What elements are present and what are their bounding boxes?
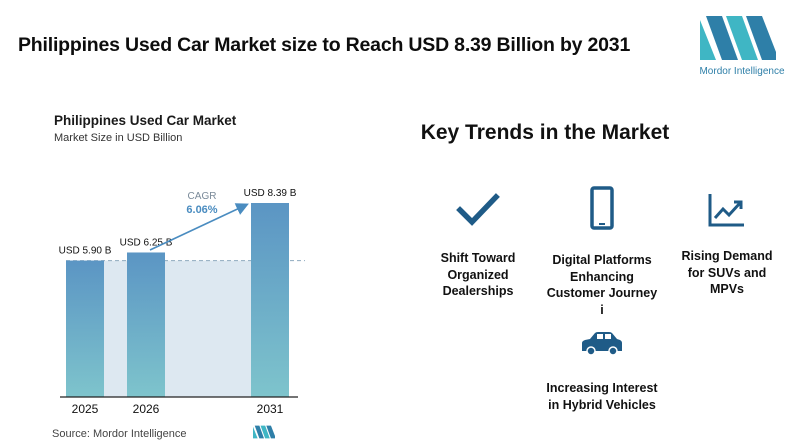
- cagr-label: CAGR: [188, 191, 217, 202]
- cagr-arrow: [149, 203, 249, 251]
- x-tick-label: 2031: [257, 402, 284, 416]
- headline: Philippines Used Car Market size to Reac…: [18, 34, 631, 56]
- data-label-2031: USD 8.39 B: [244, 188, 297, 199]
- source-logo-icon: [253, 425, 275, 439]
- source-text: Source: Mordor Intelligence: [52, 428, 187, 440]
- smartphone-icon: [590, 186, 614, 230]
- data-label-2026: USD 6.25 B: [120, 237, 173, 248]
- trend-label: Rising Demand for SUVs and MPVs: [681, 249, 773, 296]
- x-tick-label: 2025: [72, 402, 99, 416]
- trend-label: Digital Platforms Enhancing Customer Jou…: [546, 253, 658, 317]
- cagr-value: 6.06%: [186, 204, 217, 216]
- bar-2026: [127, 252, 165, 397]
- mordor-intelligence-logo: Mordor Intelligence: [698, 16, 788, 86]
- trend-digital-platforms: Digital Platforms Enhancing Customer Jou…: [545, 186, 659, 318]
- chart-subtitle: Market Size in USD Billion: [54, 132, 183, 144]
- logo-text: Mordor Intelligence: [699, 66, 785, 77]
- bar-2025: [66, 260, 104, 397]
- logo-mark-icon: [700, 16, 776, 60]
- bar-2031: [251, 203, 289, 397]
- trend-hybrid-vehicles: Increasing Interest in Hybrid Vehicles: [540, 330, 664, 413]
- data-label-2025: USD 5.90 B: [59, 246, 112, 257]
- chart-title: Philippines Used Car Market: [54, 113, 237, 128]
- line-chart-icon: [708, 194, 744, 227]
- x-tick-label: 2026: [133, 402, 160, 416]
- trend-organized-dealerships: Shift Toward Organized Dealerships: [425, 192, 531, 300]
- trend-label: Increasing Interest in Hybrid Vehicles: [546, 381, 658, 412]
- car-icon: [582, 332, 622, 356]
- checkmark-icon: [456, 193, 500, 226]
- trend-label: Shift Toward Organized Dealerships: [440, 251, 516, 298]
- trends-title: Key Trends in the Market: [420, 121, 670, 144]
- trend-suvs-mpvs: Rising Demand for SUVs and MPVs: [672, 192, 782, 298]
